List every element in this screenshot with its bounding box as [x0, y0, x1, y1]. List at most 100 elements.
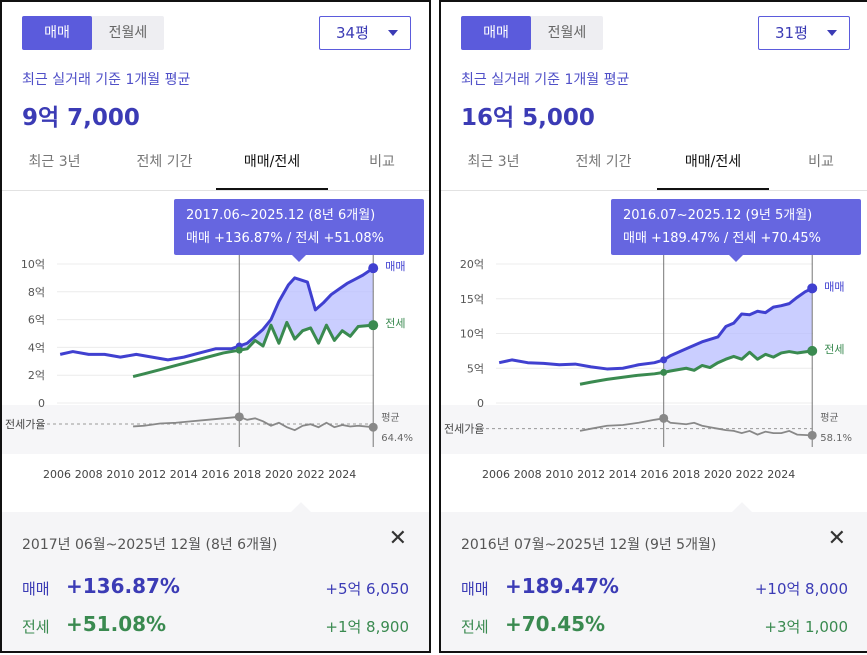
- x-tick-label: 2020: [704, 468, 732, 481]
- sale-toggle-button[interactable]: 매매: [22, 16, 92, 50]
- period-tabs: 최근 3년 전체 기간 매매/전세 비교: [2, 142, 429, 191]
- x-tick-label: 2024: [328, 468, 356, 481]
- jeonse-change-percent: +51.08%: [66, 612, 167, 636]
- x-tick-label: 2022: [736, 468, 764, 481]
- area-select[interactable]: 34평: [319, 16, 411, 50]
- y-tick-label: 4억: [28, 341, 45, 354]
- ratio-end-point: [807, 430, 817, 440]
- sale-change-amount: +5억 6,050: [325, 580, 409, 598]
- selection-start-point: [660, 368, 668, 376]
- series-end-label: 매매: [824, 280, 844, 293]
- x-tick-label: 2008: [514, 468, 542, 481]
- sale-change-amount: +10억 8,000: [754, 580, 848, 598]
- series-line-jeonse: [579, 349, 813, 386]
- x-tick-label: 2010: [106, 468, 134, 481]
- series-line-jeonse: [132, 320, 374, 379]
- x-tick-label: 2014: [170, 468, 198, 481]
- tooltip-range: 2016.07~2025.12 (9년 5개월): [623, 208, 813, 223]
- caret-down-icon: [388, 30, 398, 36]
- close-icon[interactable]: ✕: [827, 526, 846, 551]
- tab-compare[interactable]: 비교: [369, 154, 395, 170]
- sale-jeonse-gap-area: [663, 288, 813, 373]
- tab-all-period[interactable]: 전체 기간: [575, 154, 632, 170]
- period-tabs: 최근 3년 전체 기간 매매/전세 비교: [441, 142, 867, 191]
- summary-row-jeonse: 전세 +70.45% +3억 1,000: [461, 612, 848, 642]
- close-icon[interactable]: ✕: [388, 526, 407, 551]
- y-tick-label: 20억: [460, 258, 484, 271]
- change-summary: 2016년 07월~2025년 12월 (9년 5개월) ✕ 매매 +189.4…: [441, 502, 867, 651]
- ratio-strip-background: [2, 405, 429, 454]
- price-basis-label: 최근 실거래 기준 1개월 평균: [461, 72, 630, 88]
- ratio-label: 전세가율: [5, 418, 45, 431]
- selection-start-point: [235, 346, 243, 354]
- series-end-point: [368, 320, 379, 331]
- tab-all-period[interactable]: 전체 기간: [136, 154, 193, 170]
- caret-down-icon: [827, 30, 837, 36]
- jeonse-change-amount: +3억 1,000: [764, 618, 848, 636]
- y-tick-label: 6억: [28, 314, 45, 327]
- deal-type-toggle: 매매 전월세: [461, 16, 603, 50]
- summary-range: 2016년 07월~2025년 12월 (9년 5개월): [461, 537, 717, 553]
- tab-sale-jeonse[interactable]: 매매/전세: [216, 142, 328, 190]
- change-summary: 2017년 06월~2025년 12월 (8년 6개월) ✕ 매매 +136.8…: [2, 502, 429, 651]
- price-basis-label: 최근 실거래 기준 1개월 평균: [22, 72, 191, 88]
- ratio-end-point: [368, 422, 378, 432]
- jeonse-change-percent: +70.45%: [505, 612, 606, 636]
- x-tick-label: 2012: [577, 468, 605, 481]
- tooltip-change: 매매 +189.47% / 전세 +70.45%: [623, 231, 821, 246]
- y-tick-label: 10억: [460, 328, 484, 341]
- y-tick-label: 15억: [460, 293, 484, 306]
- tab-sale-jeonse[interactable]: 매매/전세: [657, 142, 769, 190]
- sale-change-percent: +136.87%: [66, 574, 180, 598]
- series-end-label: 전세: [385, 317, 405, 330]
- x-tick-label: 2008: [75, 468, 103, 481]
- sale-change-percent: +189.47%: [505, 574, 619, 598]
- tooltip-range: 2017.06~2025.12 (8년 6개월): [186, 208, 376, 223]
- area-select-value: 34평: [336, 24, 369, 42]
- rent-toggle-button[interactable]: 전월세: [547, 25, 587, 41]
- y-tick-label: 2억: [28, 369, 45, 382]
- rent-toggle-button[interactable]: 전월세: [108, 25, 148, 41]
- x-tick-label: 2020: [265, 468, 293, 481]
- tab-recent-3y[interactable]: 최근 3년: [28, 154, 81, 170]
- ratio-strip-background: [441, 405, 867, 454]
- y-tick-label: 0: [477, 397, 484, 410]
- ratio-start-point: [234, 412, 244, 422]
- selection-tooltip: 2016.07~2025.12 (9년 5개월) 매매 +189.47% / 전…: [611, 199, 861, 262]
- tab-recent-3y[interactable]: 최근 3년: [467, 154, 520, 170]
- series-end-label: 전세: [824, 343, 844, 356]
- deal-type-toggle: 매매 전월세: [22, 16, 164, 50]
- x-tick-label: 2006: [43, 468, 71, 481]
- series-end-point: [807, 283, 818, 294]
- selection-tooltip: 2017.06~2025.12 (8년 6개월) 매매 +136.87% / 전…: [174, 199, 424, 262]
- jeonse-label: 전세: [461, 618, 489, 636]
- summary-range: 2017년 06월~2025년 12월 (8년 6개월): [22, 537, 278, 553]
- y-tick-label: 0: [38, 397, 45, 410]
- tooltip-arrow: [729, 255, 743, 262]
- series-end-point: [368, 263, 379, 274]
- summary-row-sale: 매매 +136.87% +5억 6,050: [22, 574, 409, 604]
- jeonse-change-amount: +1억 8,900: [325, 618, 409, 636]
- series-line-sale: [498, 286, 813, 371]
- y-tick-label: 5억: [467, 362, 484, 375]
- sale-label: 매매: [22, 580, 50, 598]
- ratio-label: 전세가율: [444, 423, 484, 436]
- sale-label: 매매: [461, 580, 489, 598]
- x-tick-label: 2016: [202, 468, 230, 481]
- x-tick-label: 2022: [297, 468, 325, 481]
- selection-start-point: [660, 356, 668, 364]
- x-tick-label: 2018: [233, 468, 261, 481]
- area-select[interactable]: 31평: [758, 16, 850, 50]
- series-line-sale: [59, 266, 375, 362]
- ratio-average-value: 58.1%: [820, 433, 852, 444]
- ratio-line: [579, 417, 813, 437]
- sale-toggle-button[interactable]: 매매: [461, 16, 531, 50]
- x-tick-label: 2016: [641, 468, 669, 481]
- y-tick-label: 10억: [21, 258, 45, 271]
- price-panel-left: 매매 전월세 34평 최근 실거래 기준 1개월 평균 9억 7,000 최근 …: [0, 0, 431, 653]
- y-tick-label: 8억: [28, 286, 45, 299]
- tab-compare[interactable]: 비교: [808, 154, 834, 170]
- ratio-average-label: 평균: [820, 412, 838, 424]
